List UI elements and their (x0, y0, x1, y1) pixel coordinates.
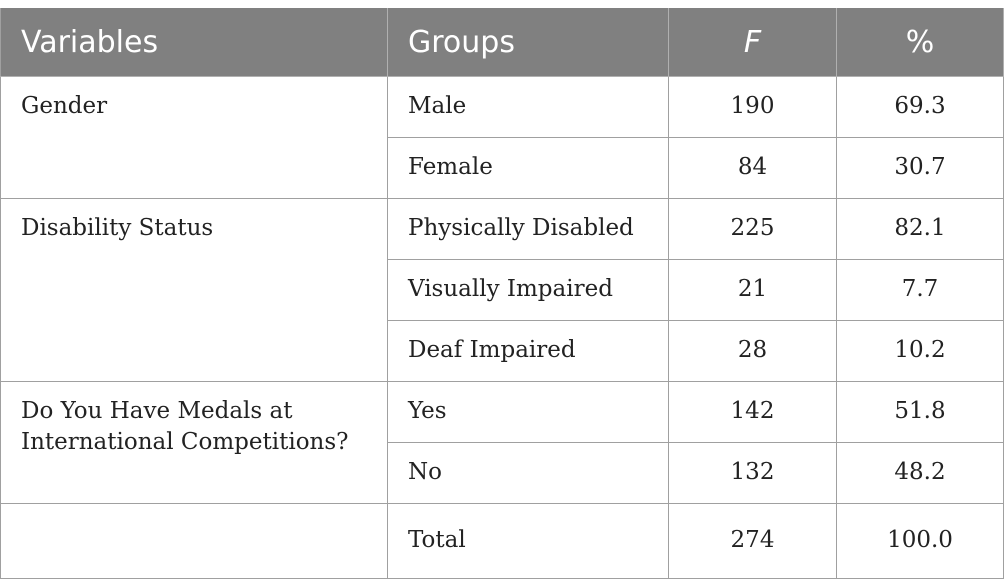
header-frequency: F (668, 8, 837, 77)
total-row: Total 274 100.0 (0, 503, 1004, 579)
group-cell: Deaf Impaired (387, 320, 669, 382)
frequency-cell: 132 (668, 442, 837, 504)
frequency-cell: 142 (668, 381, 837, 443)
variable-empty (0, 503, 388, 579)
frequency-cell: 84 (668, 137, 837, 199)
percent-cell: 69.3 (836, 76, 1004, 138)
total-label: Total (387, 503, 669, 579)
frequency-table: Variables Groups F % Gender Male 190 69.… (0, 8, 1004, 579)
group-cell: Visually Impaired (387, 259, 669, 321)
frequency-cell: 21 (668, 259, 837, 321)
table-body: Gender Male 190 69.3 Female 84 30.7 Disa… (0, 76, 1004, 579)
group-cell: No (387, 442, 669, 504)
table-row: Disability Status Physically Disabled 22… (0, 198, 1004, 382)
percent-cell: 51.8 (836, 381, 1004, 443)
table-row: Gender Male 190 69.3 (0, 76, 1004, 199)
total-frequency: 274 (668, 503, 837, 579)
header-percent: % (836, 8, 1004, 77)
percent-cell: 30.7 (836, 137, 1004, 199)
frequency-cell: 225 (668, 198, 837, 260)
percent-cell: 7.7 (836, 259, 1004, 321)
group-cell: Yes (387, 381, 669, 443)
variable-disability-status: Disability Status (0, 198, 388, 382)
header-variables: Variables (0, 8, 388, 77)
group-cell: Male (387, 76, 669, 138)
header-groups: Groups (387, 8, 669, 77)
total-percent: 100.0 (836, 503, 1004, 579)
group-cell: Physically Disabled (387, 198, 669, 260)
table-row: Female 84 30.7 (1, 137, 1004, 199)
frequency-cell: 190 (668, 76, 837, 138)
percent-cell: 10.2 (836, 320, 1004, 382)
table-row: Do You Have Medals at International Comp… (0, 381, 1004, 504)
group-cell: Female (387, 137, 669, 199)
variable-gender: Gender (0, 76, 388, 199)
variable-medals: Do You Have Medals at International Comp… (0, 381, 388, 504)
percent-cell: 48.2 (836, 442, 1004, 504)
header-row: Variables Groups F % (0, 8, 1004, 77)
frequency-cell: 28 (668, 320, 837, 382)
table-row: No 132 48.2 (1, 442, 1004, 504)
percent-cell: 82.1 (836, 198, 1004, 260)
table-header: Variables Groups F % (0, 8, 1004, 77)
